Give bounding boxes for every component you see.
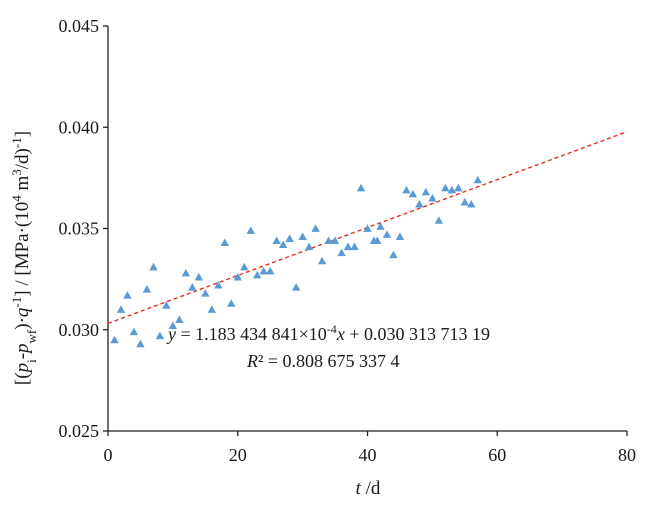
data-point bbox=[473, 175, 482, 184]
y-axis-ticks: 0.025 0.030 0.035 0.040 0.045 bbox=[59, 16, 108, 441]
data-point bbox=[272, 236, 281, 245]
data-point bbox=[278, 240, 288, 249]
data-point bbox=[395, 232, 405, 240]
data-point bbox=[259, 266, 268, 275]
y-tick-label: 0.030 bbox=[59, 320, 100, 340]
data-point bbox=[441, 183, 450, 192]
data-point bbox=[285, 234, 294, 242]
data-point bbox=[265, 266, 275, 275]
data-point bbox=[162, 301, 171, 309]
x-tick-label: 0 bbox=[104, 445, 113, 465]
data-point bbox=[123, 291, 132, 299]
data-point bbox=[408, 189, 418, 198]
y-tick-label: 0.045 bbox=[59, 16, 100, 36]
data-point bbox=[421, 187, 431, 196]
data-point bbox=[207, 305, 216, 313]
data-point bbox=[454, 183, 463, 192]
data-point bbox=[447, 185, 457, 194]
x-axis-ticks: 0 20 40 60 80 bbox=[104, 431, 636, 465]
data-point bbox=[389, 250, 398, 259]
data-point bbox=[253, 270, 262, 279]
plot-area: 0 20 40 60 80 0.025 0.030 0.035 0.040 0.045 bbox=[59, 16, 637, 465]
data-point bbox=[227, 299, 236, 307]
data-point bbox=[155, 331, 165, 340]
data-point bbox=[116, 305, 126, 313]
data-points bbox=[110, 175, 482, 348]
data-point bbox=[142, 285, 152, 293]
y-tick-label: 0.035 bbox=[59, 219, 100, 239]
data-point bbox=[363, 224, 372, 232]
data-point bbox=[168, 321, 178, 330]
data-point bbox=[350, 242, 359, 251]
data-point bbox=[233, 272, 242, 281]
data-point bbox=[298, 232, 307, 240]
data-point bbox=[311, 224, 320, 232]
data-point bbox=[149, 262, 158, 271]
x-axis-title: t /d bbox=[356, 478, 381, 499]
data-point bbox=[376, 222, 385, 230]
data-point bbox=[460, 197, 470, 206]
x-tick-label: 60 bbox=[488, 445, 506, 465]
x-tick-label: 20 bbox=[229, 445, 247, 465]
data-point bbox=[356, 183, 366, 192]
r-squared-label: R² = 0.808 675 337 4 bbox=[246, 351, 400, 371]
data-point bbox=[402, 185, 411, 194]
data-point bbox=[220, 238, 229, 247]
data-point bbox=[246, 226, 255, 234]
data-point bbox=[324, 236, 333, 245]
data-point bbox=[373, 236, 382, 245]
data-point bbox=[330, 236, 340, 245]
data-point bbox=[181, 268, 191, 277]
data-point bbox=[304, 242, 314, 251]
data-point bbox=[317, 256, 327, 265]
data-point bbox=[337, 248, 346, 257]
data-point bbox=[188, 283, 197, 291]
data-point bbox=[194, 272, 204, 281]
y-tick-label: 0.040 bbox=[59, 117, 100, 137]
data-point bbox=[428, 193, 437, 202]
x-tick-label: 40 bbox=[359, 445, 377, 465]
data-point bbox=[382, 230, 392, 238]
data-point bbox=[467, 200, 476, 208]
data-point bbox=[175, 315, 184, 323]
data-point bbox=[129, 327, 139, 336]
data-point bbox=[214, 281, 223, 289]
data-point bbox=[291, 283, 301, 291]
data-point bbox=[201, 289, 210, 297]
y-tick-label: 0.025 bbox=[59, 421, 100, 441]
y-axis-title: [(pi-pwf)·q-1] / [MPa·(104 m3/d)-1] bbox=[9, 131, 39, 385]
data-point bbox=[110, 335, 119, 344]
data-point bbox=[415, 200, 424, 208]
data-point bbox=[434, 216, 444, 224]
trendline-equation: y = 1.183 434 841×10-4x + 0.030 313 713 … bbox=[166, 322, 490, 344]
data-point bbox=[240, 262, 249, 271]
data-point bbox=[343, 242, 353, 251]
data-point bbox=[136, 339, 145, 348]
x-tick-label: 80 bbox=[618, 445, 636, 465]
